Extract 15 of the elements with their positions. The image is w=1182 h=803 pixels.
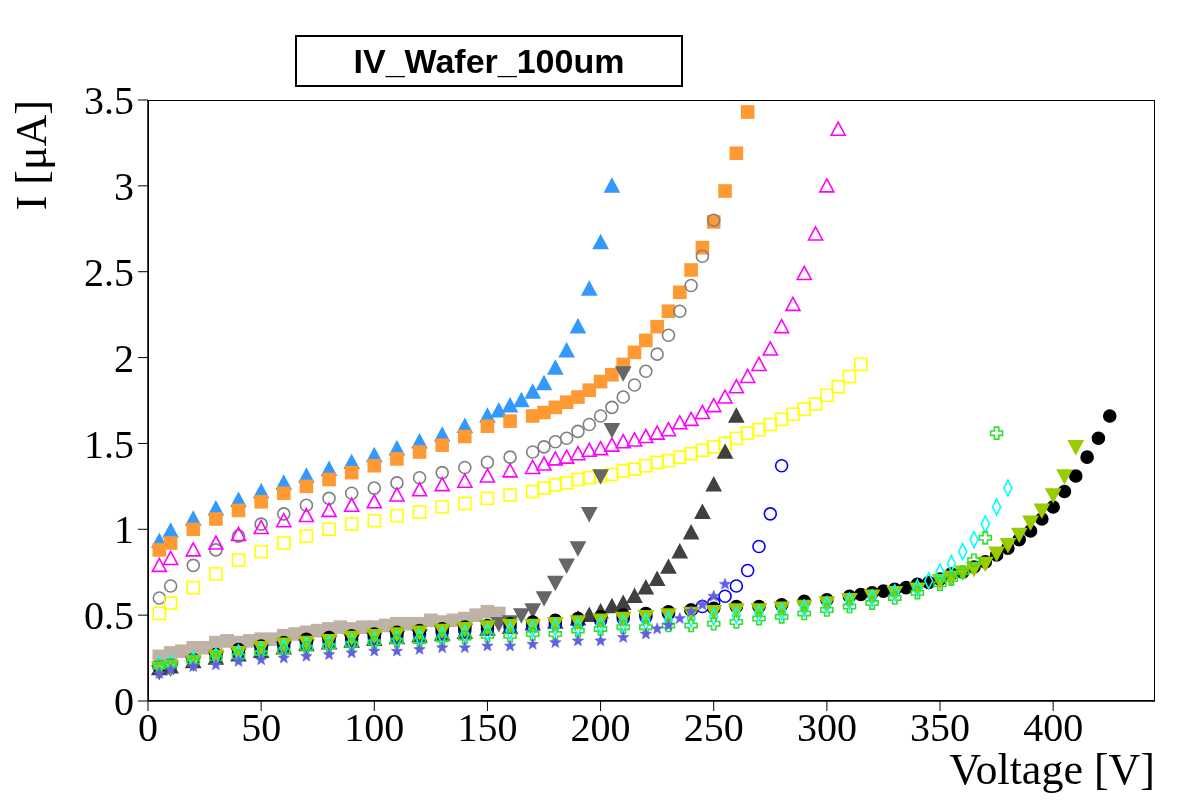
y-tick-label: 1 (114, 507, 134, 553)
x-tick-label: 100 (344, 705, 405, 751)
y-tick-label: 3 (114, 164, 134, 210)
y-tick-label: 1.5 (84, 421, 134, 467)
x-tick-label: 150 (457, 705, 518, 751)
x-tick-label: 300 (796, 705, 857, 751)
y-axis-title: I [μA] (7, 100, 56, 211)
y-tick-label: 2.5 (84, 249, 134, 295)
x-tick-label: 200 (570, 705, 631, 751)
x-tick-label: 50 (241, 705, 282, 751)
y-tick-label: 3.5 (84, 78, 134, 124)
chart-title: IV_Wafer_100um (295, 35, 683, 87)
x-tick-label: 250 (683, 705, 744, 751)
y-tick-label: 0.5 (84, 593, 134, 639)
y-tick-label: 2 (114, 335, 134, 381)
